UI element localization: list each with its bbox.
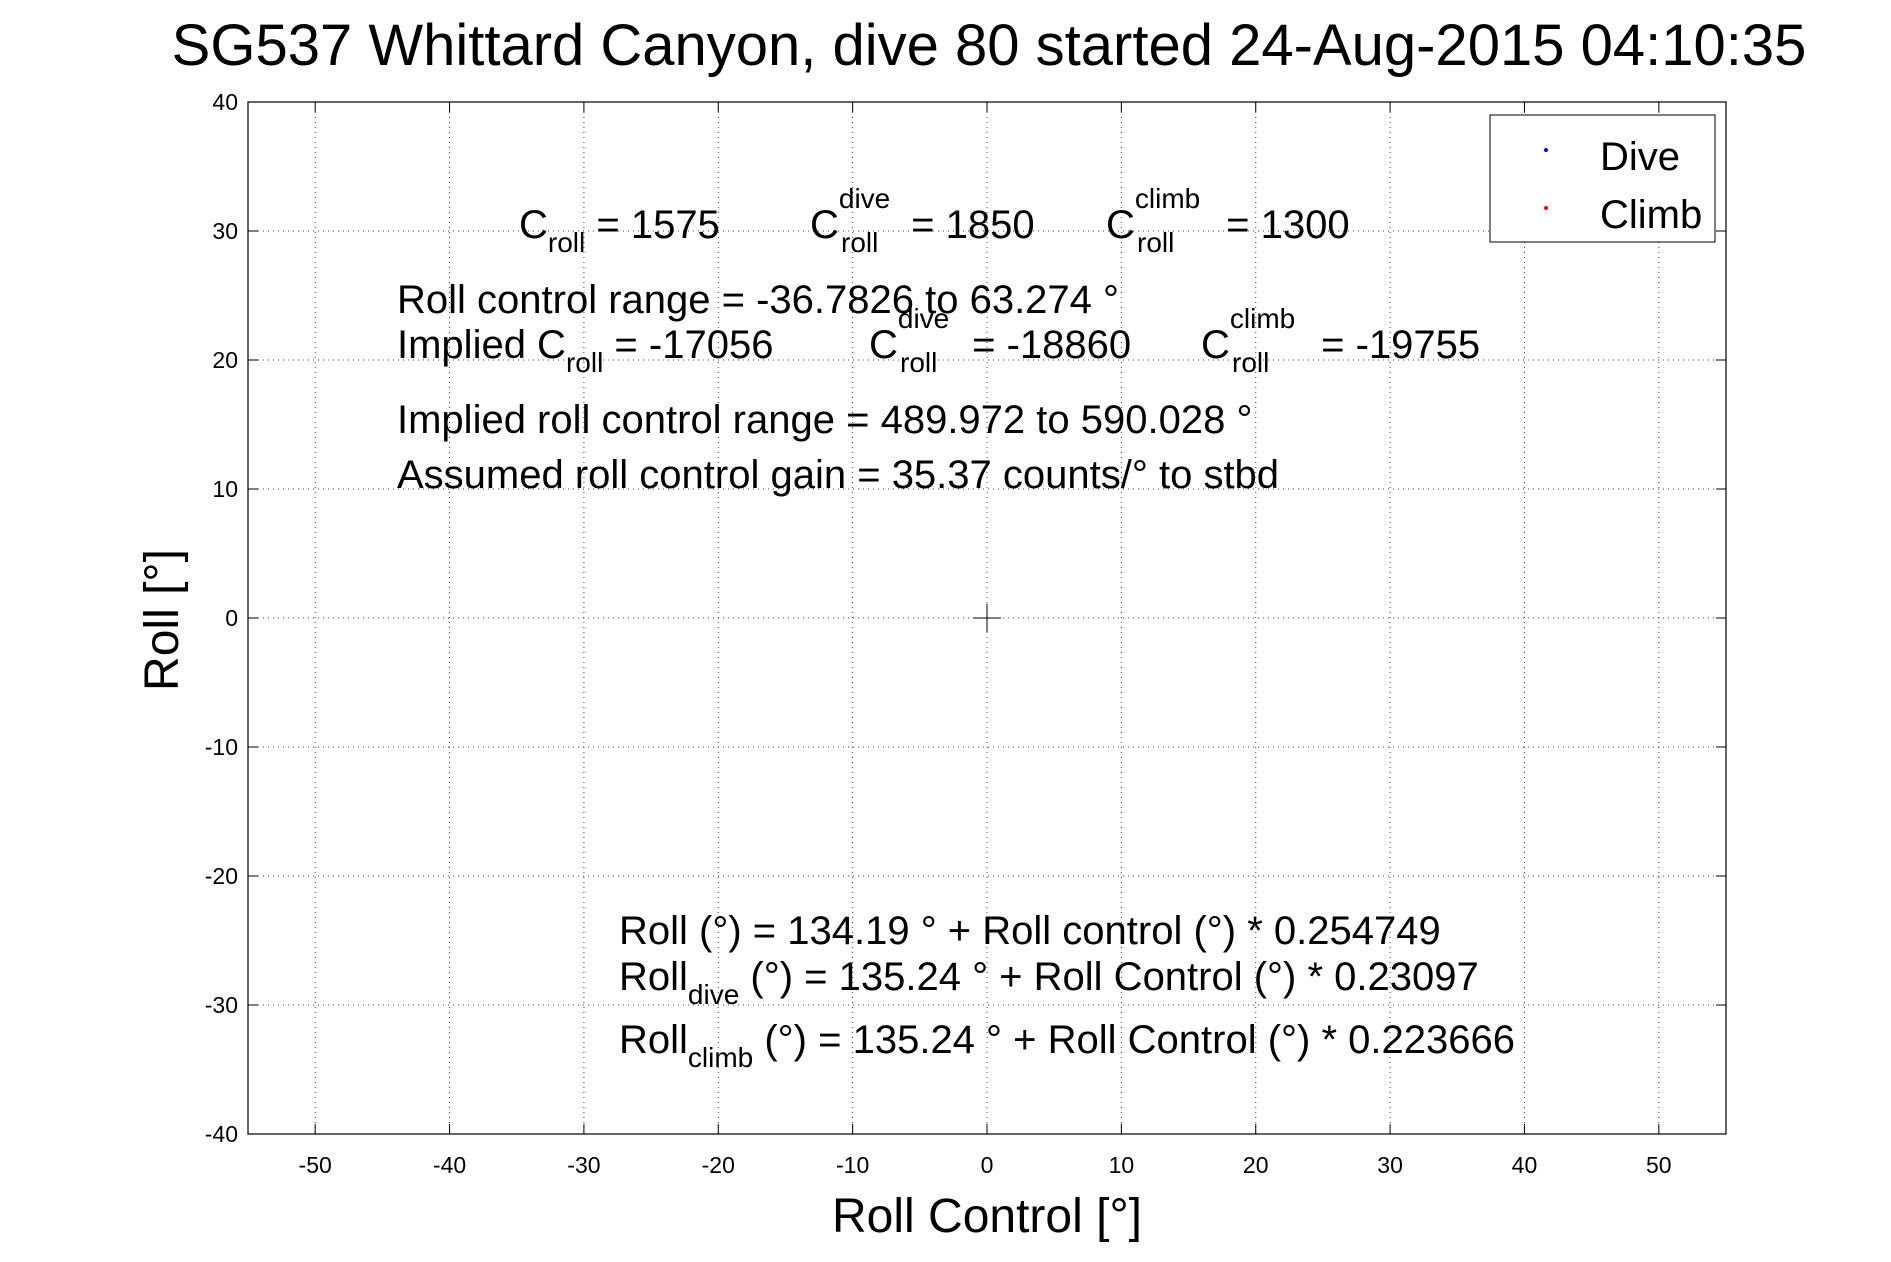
y-axis-label: Roll [°] xyxy=(136,549,189,691)
annotation-c-roll: Croll = 1575 xyxy=(519,203,720,258)
annotation-gain: Assumed roll control gain = 35.37 counts… xyxy=(397,453,1279,497)
annotation-implied-c-roll: Implied Croll = -17056 xyxy=(397,323,773,378)
annotation-fit-climb: Rollclimb (°) = 135.24 ° + Roll Control … xyxy=(619,1018,1515,1073)
data-marks xyxy=(973,604,1001,632)
annotation-fit-all: Roll (°) = 134.19 ° + Roll control (°) *… xyxy=(619,909,1441,953)
annotation-implied: Implied Croll = -17056 Cdive roll = -1886… xyxy=(397,303,1480,378)
x-tick-label: -30 xyxy=(567,1152,600,1178)
y-tick-label: 30 xyxy=(212,218,238,244)
x-axis-label: Roll Control [°] xyxy=(832,1190,1142,1243)
x-tick-label: 20 xyxy=(1243,1152,1269,1178)
legend-dive-label: Dive xyxy=(1600,135,1680,179)
legend-climb-label: Climb xyxy=(1600,193,1702,237)
annotation-implied-c-roll-dive: Cdive roll = -18860 xyxy=(869,303,1131,378)
y-tick-label: -10 xyxy=(205,734,238,760)
annotation-c-roll-dive: Cdive roll = 1850 xyxy=(810,183,1035,258)
x-tick-label: -10 xyxy=(836,1152,869,1178)
x-tick-label: 10 xyxy=(1109,1152,1135,1178)
chart-title: SG537 Whittard Canyon, dive 80 started 2… xyxy=(172,13,1807,78)
x-tick-label: -20 xyxy=(702,1152,735,1178)
y-tick-label: -20 xyxy=(205,863,238,889)
annotation-fit-dive: Rolldive (°) = 135.24 ° + Roll Control (… xyxy=(619,955,1479,1010)
y-tick-label: -30 xyxy=(205,992,238,1018)
y-tick-label: 40 xyxy=(212,89,238,115)
x-tick-label: 40 xyxy=(1512,1152,1538,1178)
legend-climb-marker xyxy=(1544,206,1548,210)
y-tick-label: 10 xyxy=(212,476,238,502)
x-tick-label: 0 xyxy=(981,1152,994,1178)
y-tick-label: 20 xyxy=(212,347,238,373)
annotation-c-roll-climb: Cclimb roll = 1300 xyxy=(1106,183,1350,258)
legend-dive-marker xyxy=(1544,148,1548,152)
ticks: -50 -40 -30 -20 -10 0 10 20 30 40 50 -40 -30 -20 -10 0 1… xyxy=(205,89,1726,1178)
annotation-implied-c-roll-climb: Cclimb roll = -19755 xyxy=(1201,303,1480,378)
y-tick-label: -40 xyxy=(205,1121,238,1147)
annotation-implied-range: Implied roll control range = 489.972 to … xyxy=(397,398,1252,442)
legend-box xyxy=(1489,114,1716,243)
annotation-coefficients: Croll = 1575 Cdive roll = 1850 Cclimb roll… xyxy=(519,183,1350,258)
legend: Dive Climb xyxy=(1489,114,1716,243)
x-tick-label: 50 xyxy=(1646,1152,1672,1178)
y-tick-label: 0 xyxy=(225,605,238,631)
grid xyxy=(248,102,1726,1134)
x-tick-label: -50 xyxy=(299,1152,332,1178)
x-tick-label: -40 xyxy=(433,1152,466,1178)
annotation-range: Roll control range = -36.7826 to 63.274 … xyxy=(397,278,1119,322)
x-tick-label: 30 xyxy=(1377,1152,1403,1178)
